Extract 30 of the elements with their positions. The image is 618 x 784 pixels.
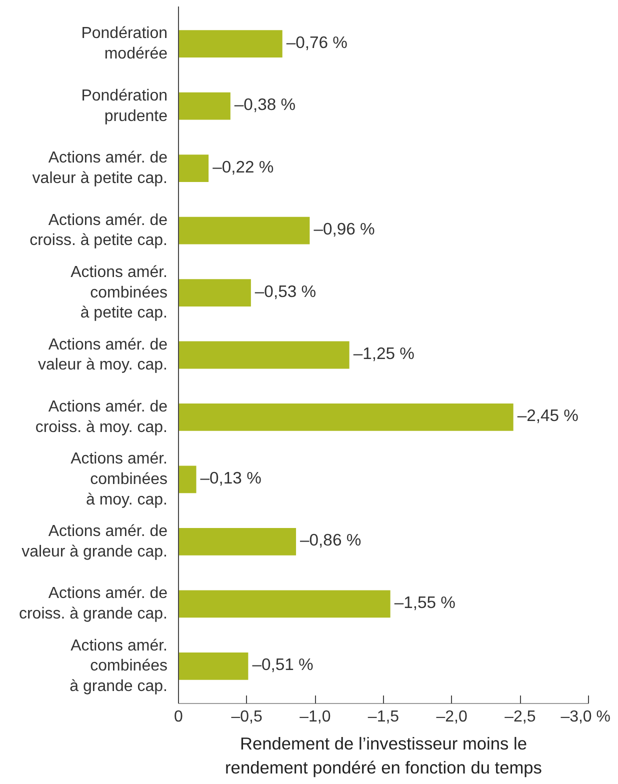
data-label: –0,38 % <box>234 95 296 114</box>
y-tick-label: Actions amér. de croiss. à grande cap. <box>18 585 168 623</box>
y-tick-label: Actions amér. de valeur à grande cap. <box>22 522 168 560</box>
data-label: –0,76 % <box>286 32 348 52</box>
y-tick-label: Actions amér. de croiss. à moy. cap. <box>35 398 168 436</box>
y-tick-label: Actions amér. de valeur à petite cap. <box>32 150 168 188</box>
x-tick-label: –2,0 <box>436 708 468 726</box>
data-label: –1,55 % <box>394 592 456 612</box>
data-label: –1,25 % <box>353 344 415 363</box>
data-label: –0,86 % <box>300 530 362 550</box>
x-axis-title: Rendement de l’investisseur moins le rendement pondéré en fonction du temps <box>225 734 542 778</box>
data-label: –0,51 % <box>252 655 314 674</box>
data-label: –0,96 % <box>314 220 376 239</box>
x-tick-label: 0 <box>174 708 184 726</box>
x-tick-label: –0,5 <box>231 708 263 726</box>
x-tick-label: –3,0 % <box>560 708 610 726</box>
y-tick-label: Actions amér. de croiss. à petite cap. <box>30 212 168 250</box>
y-tick-label: Pondération prudente <box>81 87 168 125</box>
x-tick-label: –1,5 <box>368 708 400 726</box>
data-label: –0,13 % <box>200 468 262 488</box>
data-label: –0,22 % <box>212 157 274 176</box>
data-label: –2,45 % <box>517 406 579 426</box>
data-label: –0,53 % <box>254 282 316 301</box>
y-tick-label: Actions amér. combinées à petite cap. <box>70 264 168 322</box>
x-tick-label: –1,0 <box>300 708 331 726</box>
y-tick-label: Actions amér. de valeur à moy. cap. <box>38 336 168 374</box>
x-tick-label: –2,5 <box>504 708 536 726</box>
y-tick-label: Actions amér. combinées à moy. cap. <box>70 450 168 508</box>
y-tick-label: Pondération modérée <box>81 25 168 63</box>
y-tick-label: Actions amér. combinées à grande cap. <box>70 637 168 696</box>
